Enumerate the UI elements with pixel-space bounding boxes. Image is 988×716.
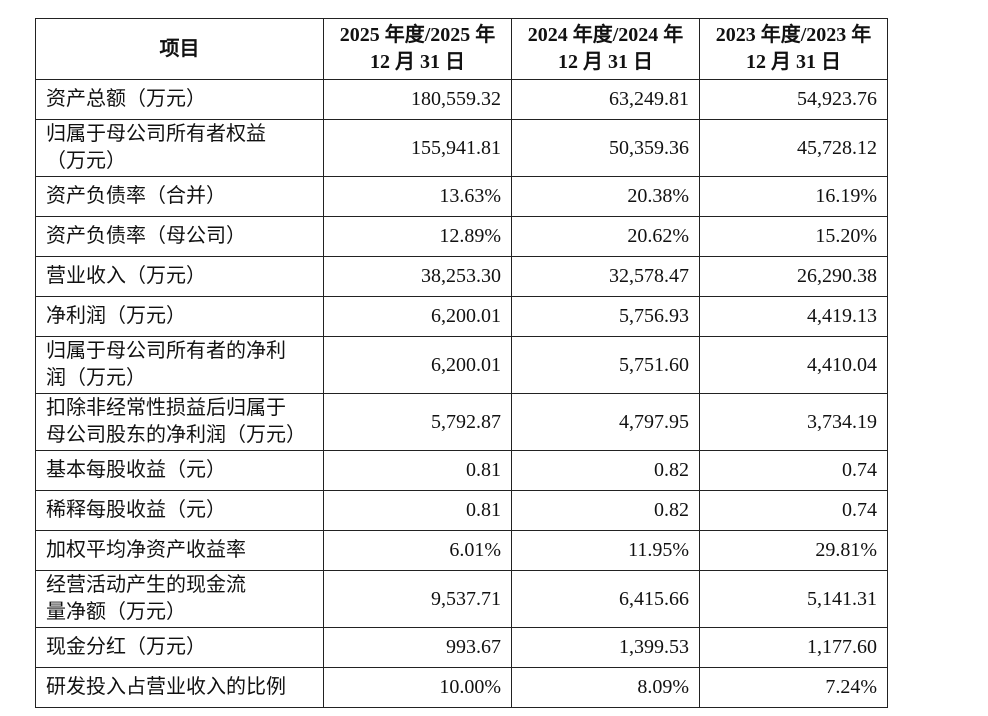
table-row: 归属于母公司所有者权益 （万元） 155,941.81 50,359.36 45,72… — [35, 119, 888, 177]
row-label: 加权平均净资产收益率 — [35, 530, 324, 571]
header-cell: 2023 年度/2023 年 12 月 31 日 — [699, 18, 888, 80]
value-cell: 7.24% — [699, 667, 888, 708]
value-cell: 45,728.12 — [699, 119, 888, 177]
value-cell: 9,537.71 — [323, 570, 512, 628]
table-wrap: 项目 2025 年度/2025 年 12 月 31 日 2024 年度/2024 年… — [35, 18, 888, 708]
table-row: 营业收入（万元） 38,253.30 32,578.47 26,290.38 — [35, 256, 888, 297]
value-cell: 54,923.76 — [699, 79, 888, 120]
table-row: 稀释每股收益（元） 0.81 0.82 0.74 — [35, 490, 888, 531]
table-row: 研发投入占营业收入的比例 10.00% 8.09% 7.24% — [35, 667, 888, 708]
value-cell: 0.74 — [699, 490, 888, 531]
value-cell: 1,399.53 — [511, 627, 700, 668]
value-cell: 50,359.36 — [511, 119, 700, 177]
value-cell: 0.74 — [699, 450, 888, 491]
value-cell: 11.95% — [511, 530, 700, 571]
value-cell: 6.01% — [323, 530, 512, 571]
value-cell: 993.67 — [323, 627, 512, 668]
table-row: 净利润（万元） 6,200.01 5,756.93 4,419.13 — [35, 296, 888, 337]
table-body: 资产总额（万元） 180,559.32 63,249.81 54,923.76 归属于母… — [35, 79, 888, 708]
value-cell: 0.81 — [323, 490, 512, 531]
value-cell: 5,792.87 — [323, 393, 512, 451]
table-row: 经营活动产生的现金流 量净额（万元） 9,537.71 6,415.66 5,141.… — [35, 570, 888, 628]
table-row: 扣除非经常性损益后归属于 母公司股东的净利润（万元） 5,792.87 4,797.… — [35, 393, 888, 451]
table-row: 归属于母公司所有者的净利 润（万元） 6,200.01 5,751.60 4,410.… — [35, 336, 888, 394]
table-row: 资产总额（万元） 180,559.32 63,249.81 54,923.76 — [35, 79, 888, 120]
value-cell: 5,756.93 — [511, 296, 700, 337]
value-cell: 0.82 — [511, 450, 700, 491]
value-cell: 3,734.19 — [699, 393, 888, 451]
header-cell: 项目 — [35, 18, 324, 80]
value-cell: 20.62% — [511, 216, 700, 257]
value-cell: 5,751.60 — [511, 336, 700, 394]
value-cell: 155,941.81 — [323, 119, 512, 177]
table-row: 资产负债率（母公司） 12.89% 20.62% 15.20% — [35, 216, 888, 257]
value-cell: 1,177.60 — [699, 627, 888, 668]
financial-table: 项目 2025 年度/2025 年 12 月 31 日 2024 年度/2024 年… — [35, 18, 888, 708]
row-label: 资产负债率（合并） — [35, 176, 324, 217]
header-cell: 2024 年度/2024 年 12 月 31 日 — [511, 18, 700, 80]
table-row: 基本每股收益（元） 0.81 0.82 0.74 — [35, 450, 888, 491]
value-cell: 38,253.30 — [323, 256, 512, 297]
value-cell: 8.09% — [511, 667, 700, 708]
row-label: 基本每股收益（元） — [35, 450, 324, 491]
row-label: 现金分红（万元） — [35, 627, 324, 668]
value-cell: 29.81% — [699, 530, 888, 571]
row-label: 资产负债率（母公司） — [35, 216, 324, 257]
value-cell: 4,410.04 — [699, 336, 888, 394]
value-cell: 6,200.01 — [323, 336, 512, 394]
value-cell: 6,415.66 — [511, 570, 700, 628]
value-cell: 12.89% — [323, 216, 512, 257]
value-cell: 0.82 — [511, 490, 700, 531]
header-cell: 2025 年度/2025 年 12 月 31 日 — [323, 18, 512, 80]
row-label: 扣除非经常性损益后归属于 母公司股东的净利润（万元） — [35, 393, 324, 451]
value-cell: 4,797.95 — [511, 393, 700, 451]
value-cell: 13.63% — [323, 176, 512, 217]
row-label: 经营活动产生的现金流 量净额（万元） — [35, 570, 324, 628]
value-cell: 0.81 — [323, 450, 512, 491]
value-cell: 15.20% — [699, 216, 888, 257]
header-row: 项目 2025 年度/2025 年 12 月 31 日 2024 年度/2024 年… — [35, 18, 888, 80]
value-cell: 5,141.31 — [699, 570, 888, 628]
value-cell: 32,578.47 — [511, 256, 700, 297]
value-cell: 4,419.13 — [699, 296, 888, 337]
value-cell: 6,200.01 — [323, 296, 512, 337]
value-cell: 20.38% — [511, 176, 700, 217]
row-label: 资产总额（万元） — [35, 79, 324, 120]
table-row: 资产负债率（合并） 13.63% 20.38% 16.19% — [35, 176, 888, 217]
row-label: 净利润（万元） — [35, 296, 324, 337]
value-cell: 16.19% — [699, 176, 888, 217]
value-cell: 180,559.32 — [323, 79, 512, 120]
table-row: 加权平均净资产收益率 6.01% 11.95% 29.81% — [35, 530, 888, 571]
row-label: 归属于母公司所有者的净利 润（万元） — [35, 336, 324, 394]
row-label: 营业收入（万元） — [35, 256, 324, 297]
row-label: 归属于母公司所有者权益 （万元） — [35, 119, 324, 177]
value-cell: 10.00% — [323, 667, 512, 708]
value-cell: 63,249.81 — [511, 79, 700, 120]
row-label: 研发投入占营业收入的比例 — [35, 667, 324, 708]
row-label: 稀释每股收益（元） — [35, 490, 324, 531]
value-cell: 26,290.38 — [699, 256, 888, 297]
table-row: 现金分红（万元） 993.67 1,399.53 1,177.60 — [35, 627, 888, 668]
